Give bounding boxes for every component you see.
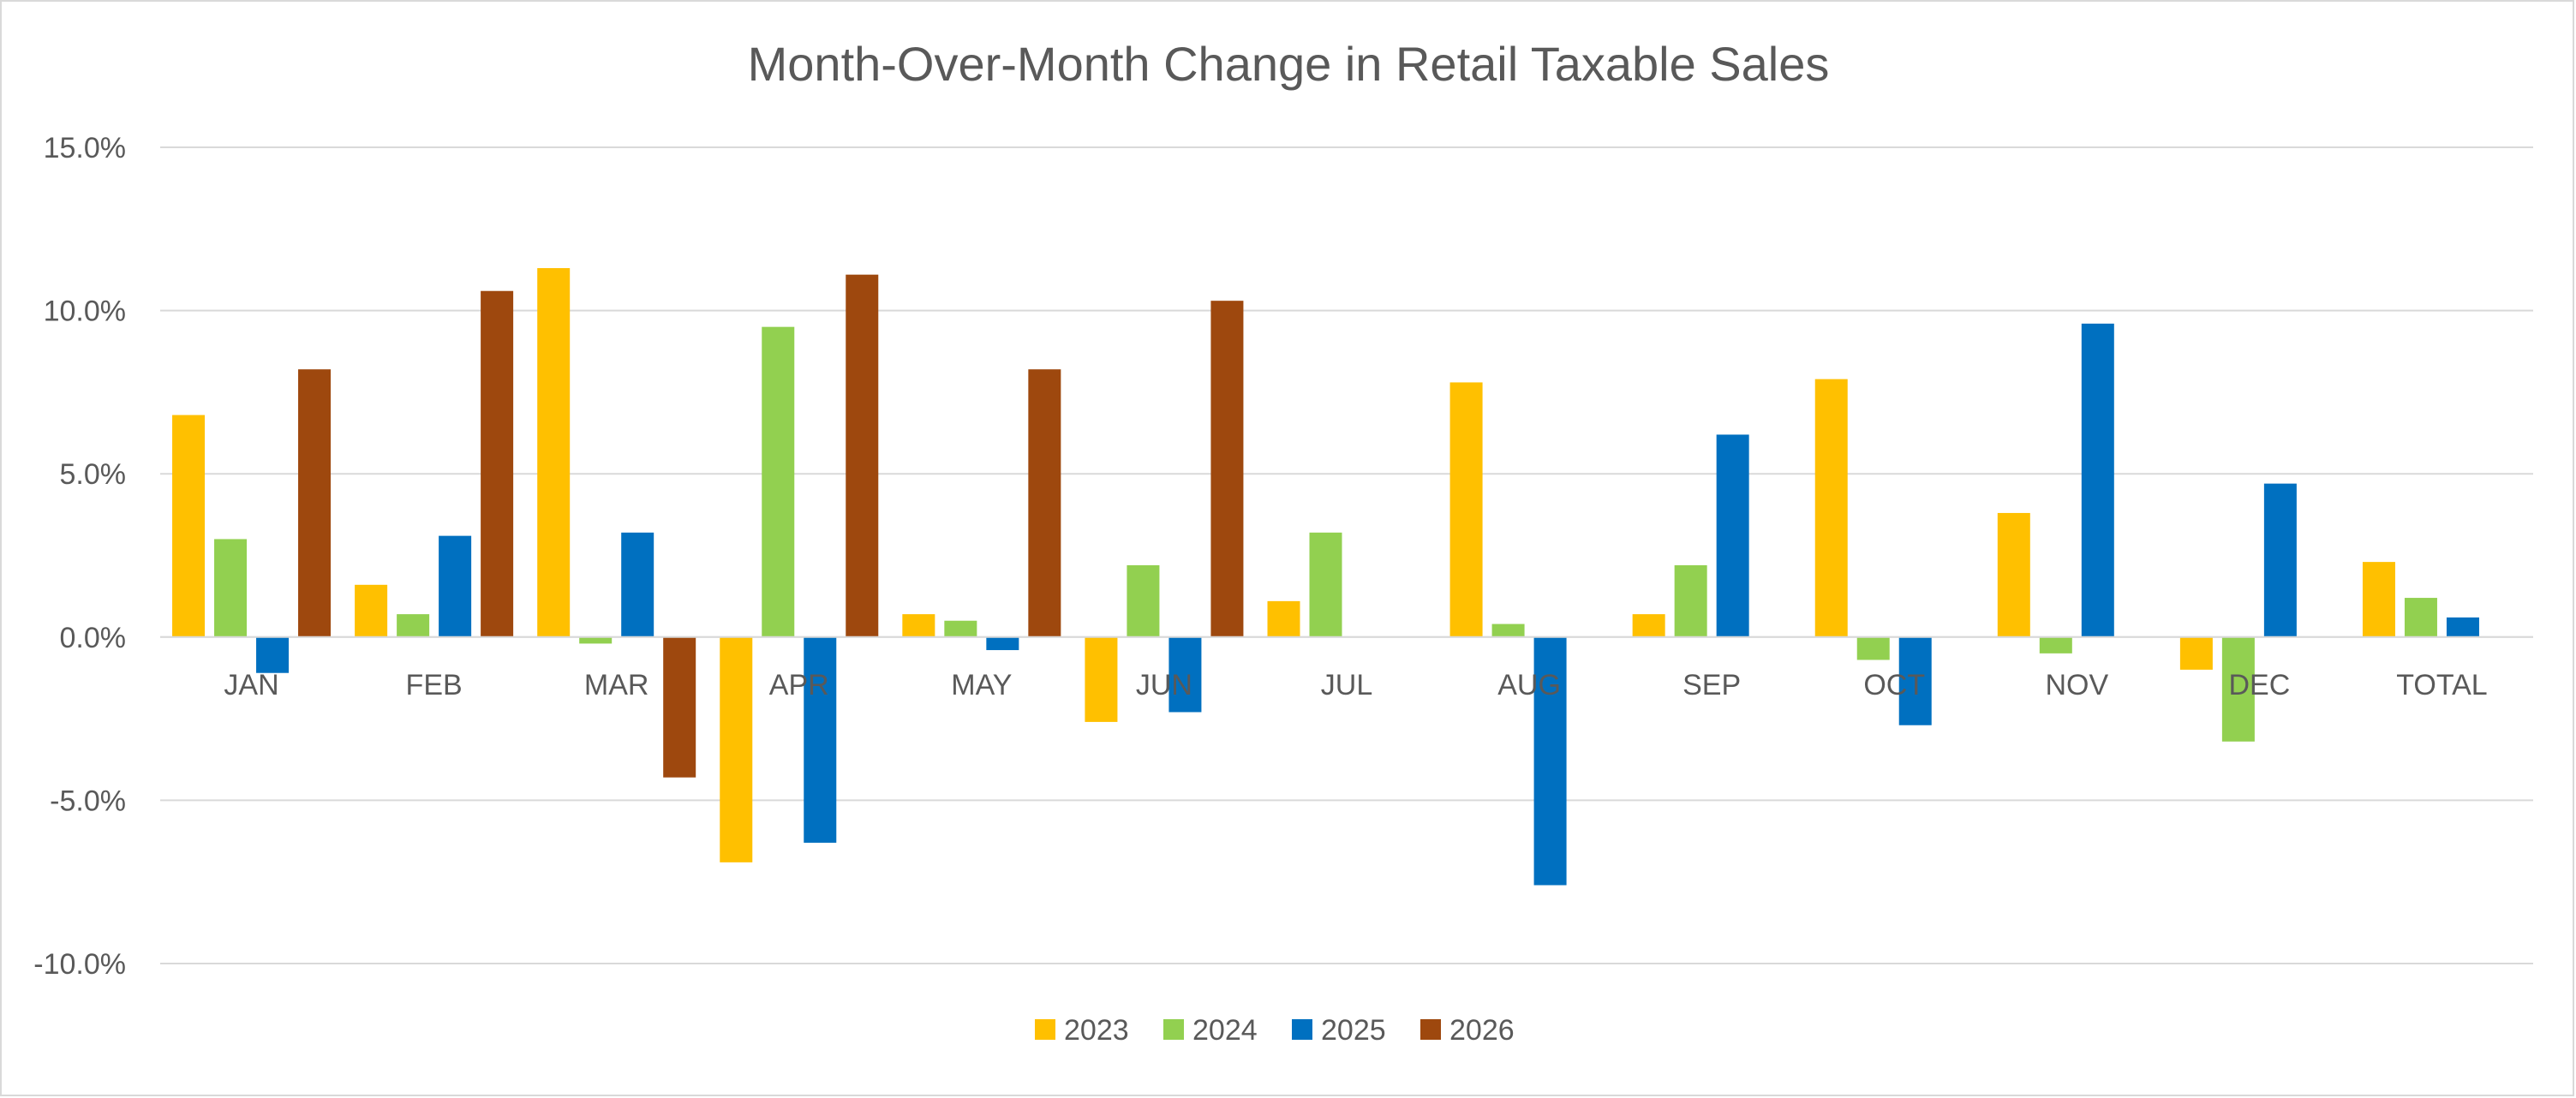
y-tick-label: -10.0% [33, 948, 126, 981]
bar-2023-mar [537, 268, 571, 637]
bar-2023-apr [720, 636, 753, 862]
bar-2025-sep [1716, 434, 1749, 637]
bar-2025-feb [439, 535, 472, 637]
x-category-label: TOTAL [2396, 669, 2487, 701]
bar-2024-jun [1127, 564, 1160, 637]
bar-2023-jan [172, 415, 206, 637]
legend-label: 2024 [1192, 1014, 1258, 1047]
legend-item-2026: 2026 [1420, 1014, 1515, 1047]
bar-2024-mar [579, 636, 613, 644]
bar-2024-sep [1674, 564, 1707, 637]
bar-2023-jun [1085, 636, 1118, 722]
y-axis-tick-labels: 15.0% 10.0% 5.0% 0.0% -5.0% -10.0% [33, 132, 126, 981]
y-tick-label: 0.0% [60, 622, 127, 654]
chart-title: Month-Over-Month Change in Retail Taxabl… [748, 37, 1830, 91]
legend-item-2024: 2024 [1163, 1014, 1258, 1047]
bar-2024-may [944, 620, 977, 637]
bar-2025-apr [804, 636, 837, 843]
bar-2024-total [2404, 598, 2437, 637]
y-tick-label: 15.0% [44, 132, 126, 164]
x-category-label: OCT [1863, 669, 1925, 701]
legend-label: 2025 [1321, 1014, 1386, 1047]
bar-2023-jul [1267, 600, 1300, 637]
legend-item-2023: 2023 [1035, 1014, 1129, 1047]
y-tick-label: 10.0% [44, 295, 126, 328]
bar-2023-aug [1449, 382, 1483, 637]
x-category-label: NOV [2045, 669, 2108, 701]
bar-2025-oct [1898, 636, 1932, 725]
bar-2025-may [986, 636, 1019, 651]
bar-2024-oct [1856, 636, 1890, 660]
x-category-label: MAR [584, 669, 649, 701]
bar-2025-nov [2081, 323, 2114, 637]
legend-label: 2023 [1064, 1014, 1129, 1047]
x-category-label: MAY [951, 669, 1012, 701]
bar-2024-aug [1491, 624, 1525, 637]
bar-2026-may [1028, 369, 1061, 637]
x-axis-category-labels: JAN FEB MAR APR MAY JUN JUL AUG SEP OCT NOV DEC TOTA… [224, 669, 2487, 701]
bar-2025-aug [1533, 636, 1567, 886]
legend: 2023 2024 2025 2026 [1035, 1014, 1515, 1047]
x-category-label: JAN [224, 669, 278, 701]
gridlines [160, 146, 2533, 964]
bar-2023-nov [1997, 512, 2030, 637]
bar-2026-jun [1210, 301, 1244, 637]
y-tick-label: -5.0% [50, 785, 126, 817]
bar-2023-dec [2179, 636, 2213, 670]
legend-swatch [1163, 1019, 1184, 1040]
x-category-label: APR [769, 669, 829, 701]
bar-2023-sep [1632, 614, 1665, 637]
bar-2024-jan [214, 539, 248, 637]
bar-2026-mar [663, 636, 696, 778]
bar-2024-dec [2221, 636, 2255, 742]
bar-2024-feb [397, 614, 430, 637]
bar-2026-apr [846, 274, 879, 637]
legend-swatch [1420, 1019, 1441, 1040]
x-category-label: FEB [406, 669, 463, 701]
bar-2024-nov [2039, 636, 2072, 653]
bar-2024-apr [762, 326, 795, 637]
bar-2025-dec [2263, 483, 2297, 637]
x-category-label: DEC [2228, 669, 2290, 701]
bar-2023-may [902, 614, 935, 637]
x-category-label: JUN [1136, 669, 1192, 701]
bar-2025-mar [621, 532, 654, 637]
bar-2024-jul [1309, 532, 1342, 637]
y-tick-label: 5.0% [60, 458, 127, 491]
bar-2026-jan [298, 369, 332, 637]
bar-2023-oct [1814, 379, 1848, 637]
bars [172, 268, 2479, 886]
legend-swatch [1035, 1019, 1055, 1040]
x-category-label: AUG [1497, 669, 1561, 701]
bar-2023-feb [355, 584, 388, 637]
bar-2025-jan [256, 636, 290, 673]
bar-2026-feb [481, 290, 514, 637]
legend-swatch [1292, 1019, 1312, 1040]
legend-label: 2026 [1449, 1014, 1515, 1047]
bar-2023-total [2362, 562, 2395, 637]
x-category-label: JUL [1321, 669, 1372, 701]
bar-2025-total [2446, 617, 2479, 637]
x-category-label: SEP [1682, 669, 1741, 701]
bar-2025-jun [1168, 636, 1202, 713]
legend-item-2025: 2025 [1292, 1014, 1386, 1047]
